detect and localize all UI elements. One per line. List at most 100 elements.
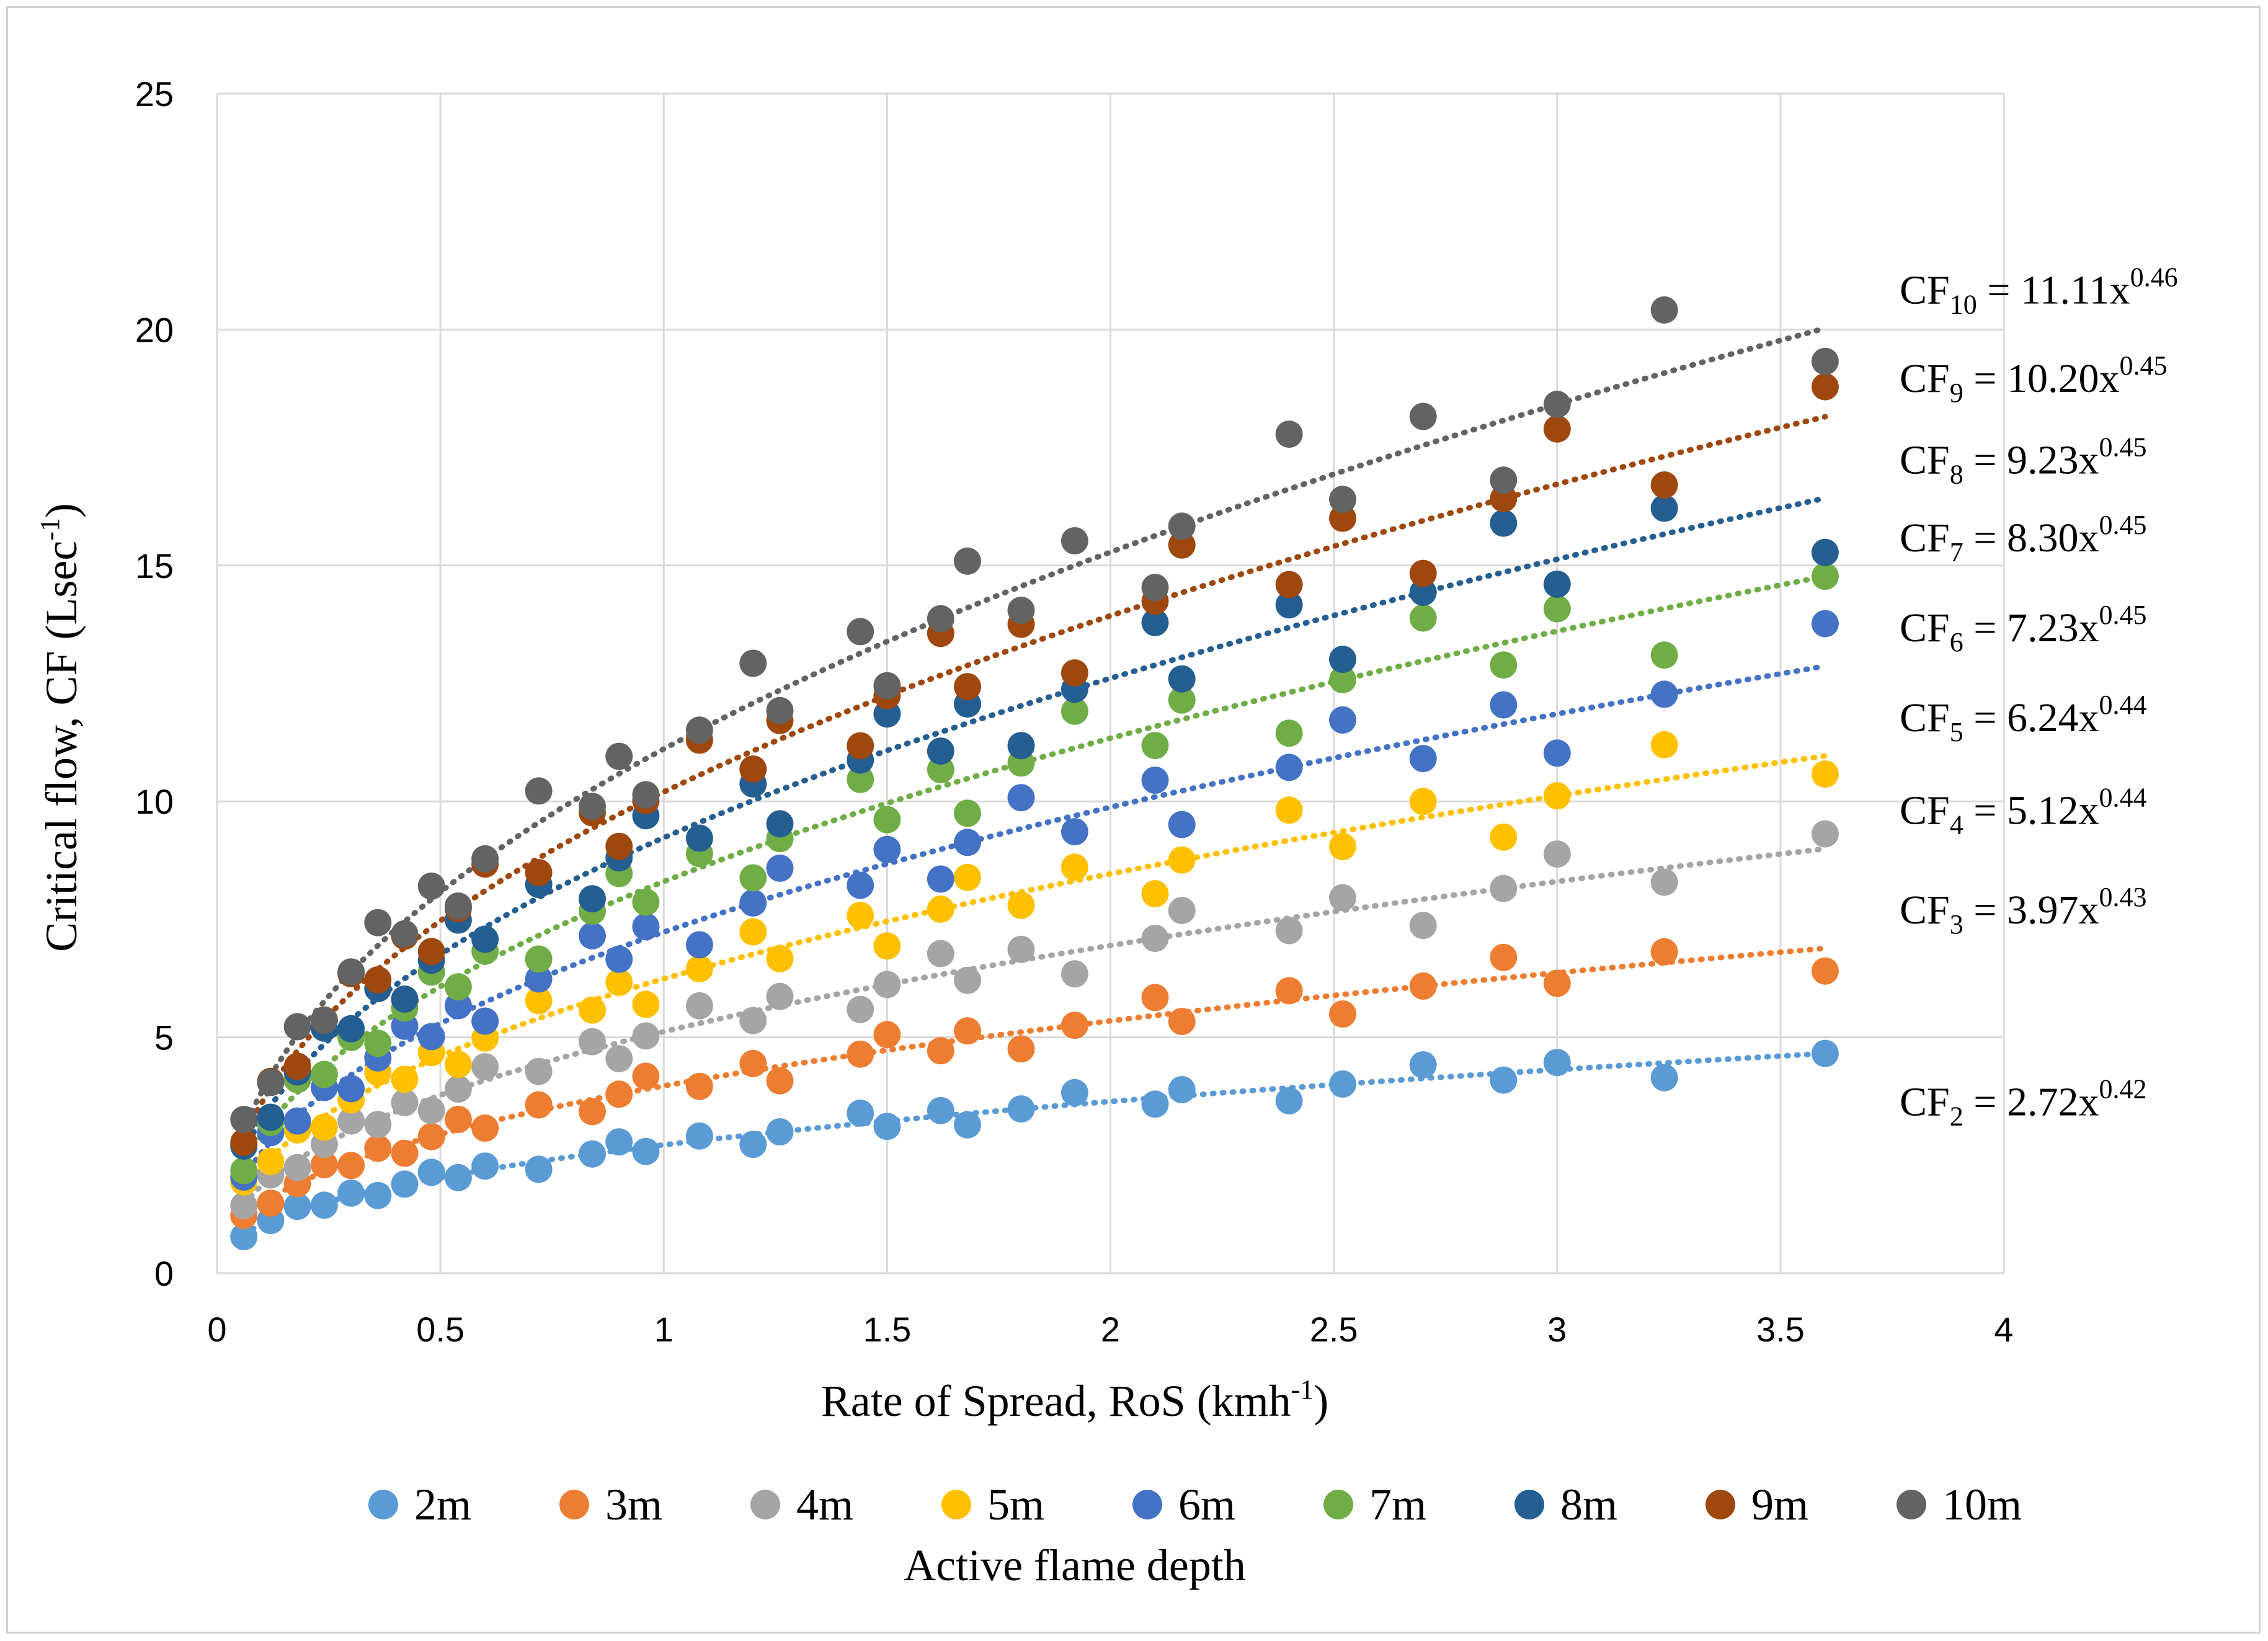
point-5m (605, 968, 633, 996)
point-2m (1275, 1087, 1303, 1114)
x-tick-label: 0 (207, 1310, 226, 1349)
point-3m (579, 1098, 606, 1126)
point-4m (766, 982, 794, 1010)
point-8m (1543, 571, 1571, 598)
point-6m (1811, 610, 1839, 638)
point-7m (954, 799, 981, 827)
x-tick-label: 4 (1994, 1310, 2013, 1349)
point-8m (1007, 732, 1035, 760)
point-2m (1061, 1078, 1088, 1106)
point-2m (685, 1122, 713, 1150)
x-tick-label: 3 (1547, 1310, 1567, 1349)
legend: 2m 3m 4m 5m 6m 7m 8m 9m 10m (368, 1480, 2022, 1529)
point-10m (873, 672, 901, 700)
fit-equations: CF2 = 2.72x0.42 CF3 = 3.97x0.43 CF4 = 5.12… (1900, 262, 2178, 1131)
trendline-7m (241, 573, 1828, 1166)
y-tick-label: 10 (135, 782, 174, 821)
fit-equation-3m: CF3 = 3.97x0.43 (1900, 882, 2146, 940)
point-5m (1811, 760, 1839, 788)
point-2m (444, 1163, 472, 1191)
point-10m (230, 1106, 258, 1134)
point-6m (525, 965, 553, 993)
point-5m (766, 945, 794, 972)
point-10m (337, 958, 365, 986)
point-7m (1329, 665, 1356, 693)
point-6m (579, 922, 606, 949)
point-6m (444, 992, 472, 1020)
point-3m (632, 1062, 660, 1090)
point-9m (847, 732, 874, 760)
x-tick-label: 2 (1101, 1310, 1120, 1349)
point-4m (847, 995, 874, 1023)
trendline-4m (241, 846, 1828, 1206)
y-tick-label: 0 (154, 1254, 174, 1293)
point-9m (1329, 504, 1356, 532)
point-7m (230, 1157, 258, 1185)
legend-marker-2m (368, 1490, 398, 1519)
point-8m (579, 885, 606, 913)
point-10m (444, 892, 472, 920)
point-4m (1490, 874, 1518, 902)
point-5m (954, 863, 981, 891)
point-4m (605, 1045, 633, 1073)
point-2m (1007, 1095, 1035, 1123)
point-3m (1409, 972, 1437, 1000)
point-4m (1543, 840, 1571, 868)
legend-marker-4m (750, 1490, 780, 1519)
point-8m (685, 824, 713, 852)
point-3m (1329, 1000, 1356, 1028)
point-3m (873, 1021, 901, 1049)
point-9m (230, 1128, 258, 1156)
point-9m (364, 966, 392, 994)
point-9m (417, 938, 445, 966)
point-2m (605, 1128, 633, 1156)
legend-marker-9m (1705, 1490, 1735, 1519)
point-10m (1275, 420, 1303, 448)
point-10m (847, 618, 874, 646)
point-10m (310, 1007, 338, 1034)
fit-equation-9m: CF9 = 10.20x0.45 (1900, 350, 2167, 408)
fit-equation-4m: CF4 = 5.12x0.44 (1900, 783, 2146, 840)
point-3m (954, 1017, 981, 1045)
point-4m (1650, 868, 1678, 896)
point-5m (1409, 788, 1437, 816)
point-10m (605, 742, 633, 770)
point-6m (1275, 754, 1303, 781)
point-3m (1490, 943, 1518, 971)
legend-label-5m: 5m (987, 1480, 1044, 1529)
point-8m (766, 810, 794, 838)
x-tick-label: 1.5 (863, 1310, 911, 1349)
point-4m (873, 971, 901, 998)
y-tick-label: 15 (135, 546, 174, 585)
point-2m (873, 1113, 901, 1141)
legend-marker-6m (1132, 1490, 1162, 1519)
point-5m (1168, 846, 1196, 874)
point-3m (417, 1123, 445, 1150)
point-9m (1543, 415, 1571, 443)
point-4m (1811, 820, 1839, 848)
point-3m (525, 1091, 553, 1119)
point-7m (873, 806, 901, 834)
point-2m (417, 1158, 445, 1186)
fit-equation-6m: CF6 = 7.23x0.45 (1900, 600, 2146, 657)
point-8m (927, 737, 954, 765)
point-5m (257, 1147, 285, 1175)
point-7m (1168, 686, 1196, 714)
point-10m (1490, 466, 1518, 494)
point-5m (1490, 823, 1518, 851)
point-6m (1168, 811, 1196, 838)
axes: 0 0.5 1 1.5 2 2.5 3 3.5 4 0 5 10 15 20 25 (135, 74, 2014, 1349)
point-2m (391, 1170, 419, 1198)
x-tick-label: 2.5 (1310, 1310, 1358, 1349)
point-5m (685, 954, 713, 982)
point-6m (1007, 784, 1035, 812)
point-5m (1329, 833, 1356, 860)
point-2m (1141, 1090, 1169, 1118)
point-3m (1007, 1035, 1035, 1063)
point-10m (954, 547, 981, 575)
point-10m (283, 1013, 311, 1041)
point-4m (337, 1107, 365, 1135)
grid (216, 92, 2005, 1274)
point-7m (1275, 719, 1303, 747)
point-3m (847, 1040, 874, 1068)
